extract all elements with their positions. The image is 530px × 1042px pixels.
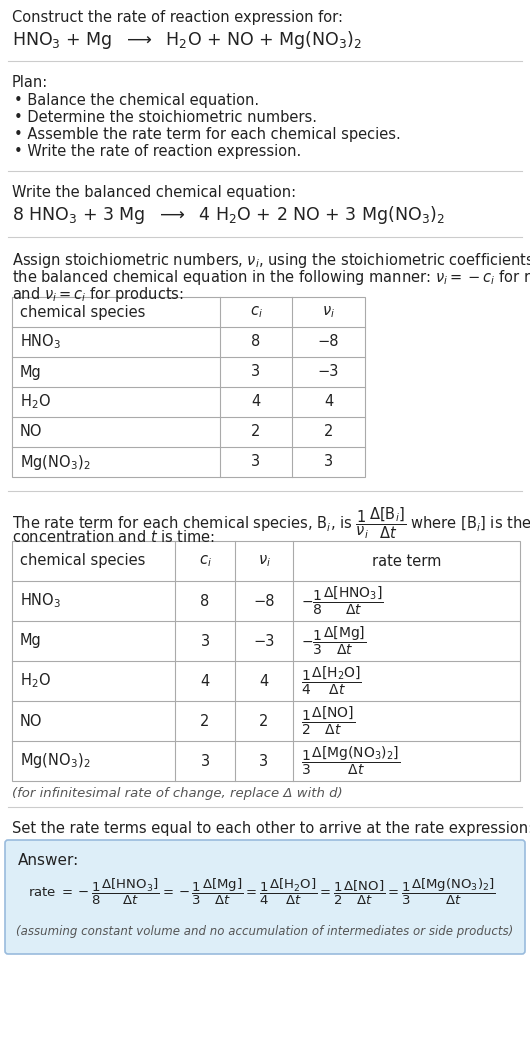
Text: −3: −3 (318, 365, 339, 379)
Text: $\nu_i$: $\nu_i$ (258, 553, 270, 569)
Text: HNO$_3$ + Mg  $\longrightarrow$  H$_2$O + NO + Mg(NO$_3$)$_2$: HNO$_3$ + Mg $\longrightarrow$ H$_2$O + … (12, 29, 362, 51)
Text: 2: 2 (200, 714, 210, 728)
Text: Construct the rate of reaction expression for:: Construct the rate of reaction expressio… (12, 10, 343, 25)
Text: rate $= -\dfrac{1}{8}\dfrac{\Delta[\mathrm{HNO_3}]}{\Delta t} = -\dfrac{1}{3}\df: rate $= -\dfrac{1}{8}\dfrac{\Delta[\math… (28, 877, 496, 908)
Text: (assuming constant volume and no accumulation of intermediates or side products): (assuming constant volume and no accumul… (16, 925, 513, 938)
Text: HNO$_3$: HNO$_3$ (20, 332, 61, 351)
Text: $c_i$: $c_i$ (199, 553, 211, 569)
Text: 2: 2 (324, 424, 333, 440)
Text: Mg: Mg (20, 634, 42, 648)
Text: 4: 4 (251, 395, 261, 410)
Text: H$_2$O: H$_2$O (20, 672, 51, 691)
Text: • Balance the chemical equation.: • Balance the chemical equation. (14, 93, 259, 108)
Text: 3: 3 (260, 753, 269, 769)
Text: • Write the rate of reaction expression.: • Write the rate of reaction expression. (14, 144, 301, 159)
Text: 8: 8 (200, 594, 210, 609)
Text: • Determine the stoichiometric numbers.: • Determine the stoichiometric numbers. (14, 110, 317, 125)
Text: HNO$_3$: HNO$_3$ (20, 592, 61, 611)
FancyBboxPatch shape (5, 840, 525, 954)
Text: the balanced chemical equation in the following manner: $\nu_i = -c_i$ for react: the balanced chemical equation in the fo… (12, 268, 530, 287)
Text: and $\nu_i = c_i$ for products:: and $\nu_i = c_i$ for products: (12, 286, 184, 304)
Text: Write the balanced chemical equation:: Write the balanced chemical equation: (12, 185, 296, 200)
Text: rate term: rate term (372, 553, 441, 569)
Text: (for infinitesimal rate of change, replace Δ with d): (for infinitesimal rate of change, repla… (12, 787, 342, 800)
Text: $\dfrac{1}{3}\dfrac{\Delta[\mathrm{Mg(NO_3)_2}]}{\Delta t}$: $\dfrac{1}{3}\dfrac{\Delta[\mathrm{Mg(NO… (301, 745, 400, 777)
Text: $\nu_i$: $\nu_i$ (322, 304, 335, 320)
Text: Mg(NO$_3$)$_2$: Mg(NO$_3$)$_2$ (20, 751, 91, 770)
Text: 3: 3 (200, 634, 209, 648)
Text: Set the rate terms equal to each other to arrive at the rate expression:: Set the rate terms equal to each other t… (12, 821, 530, 836)
Text: 4: 4 (259, 673, 269, 689)
Text: $\dfrac{1}{2}\dfrac{\Delta[\mathrm{NO}]}{\Delta t}$: $\dfrac{1}{2}\dfrac{\Delta[\mathrm{NO}]}… (301, 704, 355, 737)
Text: chemical species: chemical species (20, 553, 145, 569)
Text: 3: 3 (324, 454, 333, 470)
Text: The rate term for each chemical species, B$_i$, is $\dfrac{1}{\nu_i}\dfrac{\Delt: The rate term for each chemical species,… (12, 505, 530, 541)
Text: 8 HNO$_3$ + 3 Mg  $\longrightarrow$  4 H$_2$O + 2 NO + 3 Mg(NO$_3$)$_2$: 8 HNO$_3$ + 3 Mg $\longrightarrow$ 4 H$_… (12, 204, 445, 226)
Bar (12, 541, 520, 782)
Text: $-\dfrac{1}{8}\dfrac{\Delta[\mathrm{HNO_3}]}{\Delta t}$: $-\dfrac{1}{8}\dfrac{\Delta[\mathrm{HNO_… (301, 585, 384, 617)
Text: 8: 8 (251, 334, 261, 349)
Text: −3: −3 (253, 634, 275, 648)
Text: chemical species: chemical species (20, 304, 145, 320)
Text: NO: NO (20, 424, 42, 440)
Text: Plan:: Plan: (12, 75, 48, 90)
Text: $c_i$: $c_i$ (250, 304, 262, 320)
Text: NO: NO (20, 714, 42, 728)
Text: concentration and $t$ is time:: concentration and $t$ is time: (12, 529, 215, 545)
Text: 3: 3 (251, 365, 261, 379)
Text: 3: 3 (200, 753, 209, 769)
Text: 4: 4 (200, 673, 210, 689)
Text: Mg(NO$_3$)$_2$: Mg(NO$_3$)$_2$ (20, 452, 91, 471)
Text: Mg: Mg (20, 365, 42, 379)
Text: Assign stoichiometric numbers, $\nu_i$, using the stoichiometric coefficients, $: Assign stoichiometric numbers, $\nu_i$, … (12, 251, 530, 270)
Text: $\dfrac{1}{4}\dfrac{\Delta[\mathrm{H_2O}]}{\Delta t}$: $\dfrac{1}{4}\dfrac{\Delta[\mathrm{H_2O}… (301, 665, 362, 697)
Text: 3: 3 (251, 454, 261, 470)
Text: H$_2$O: H$_2$O (20, 393, 51, 412)
Text: −8: −8 (253, 594, 275, 609)
Text: • Assemble the rate term for each chemical species.: • Assemble the rate term for each chemic… (14, 127, 401, 142)
Text: −8: −8 (318, 334, 339, 349)
Text: 2: 2 (251, 424, 261, 440)
Text: Answer:: Answer: (18, 853, 80, 868)
Text: 4: 4 (324, 395, 333, 410)
Bar (12, 297, 365, 477)
Text: $-\dfrac{1}{3}\dfrac{\Delta[\mathrm{Mg}]}{\Delta t}$: $-\dfrac{1}{3}\dfrac{\Delta[\mathrm{Mg}]… (301, 625, 366, 658)
Text: 2: 2 (259, 714, 269, 728)
